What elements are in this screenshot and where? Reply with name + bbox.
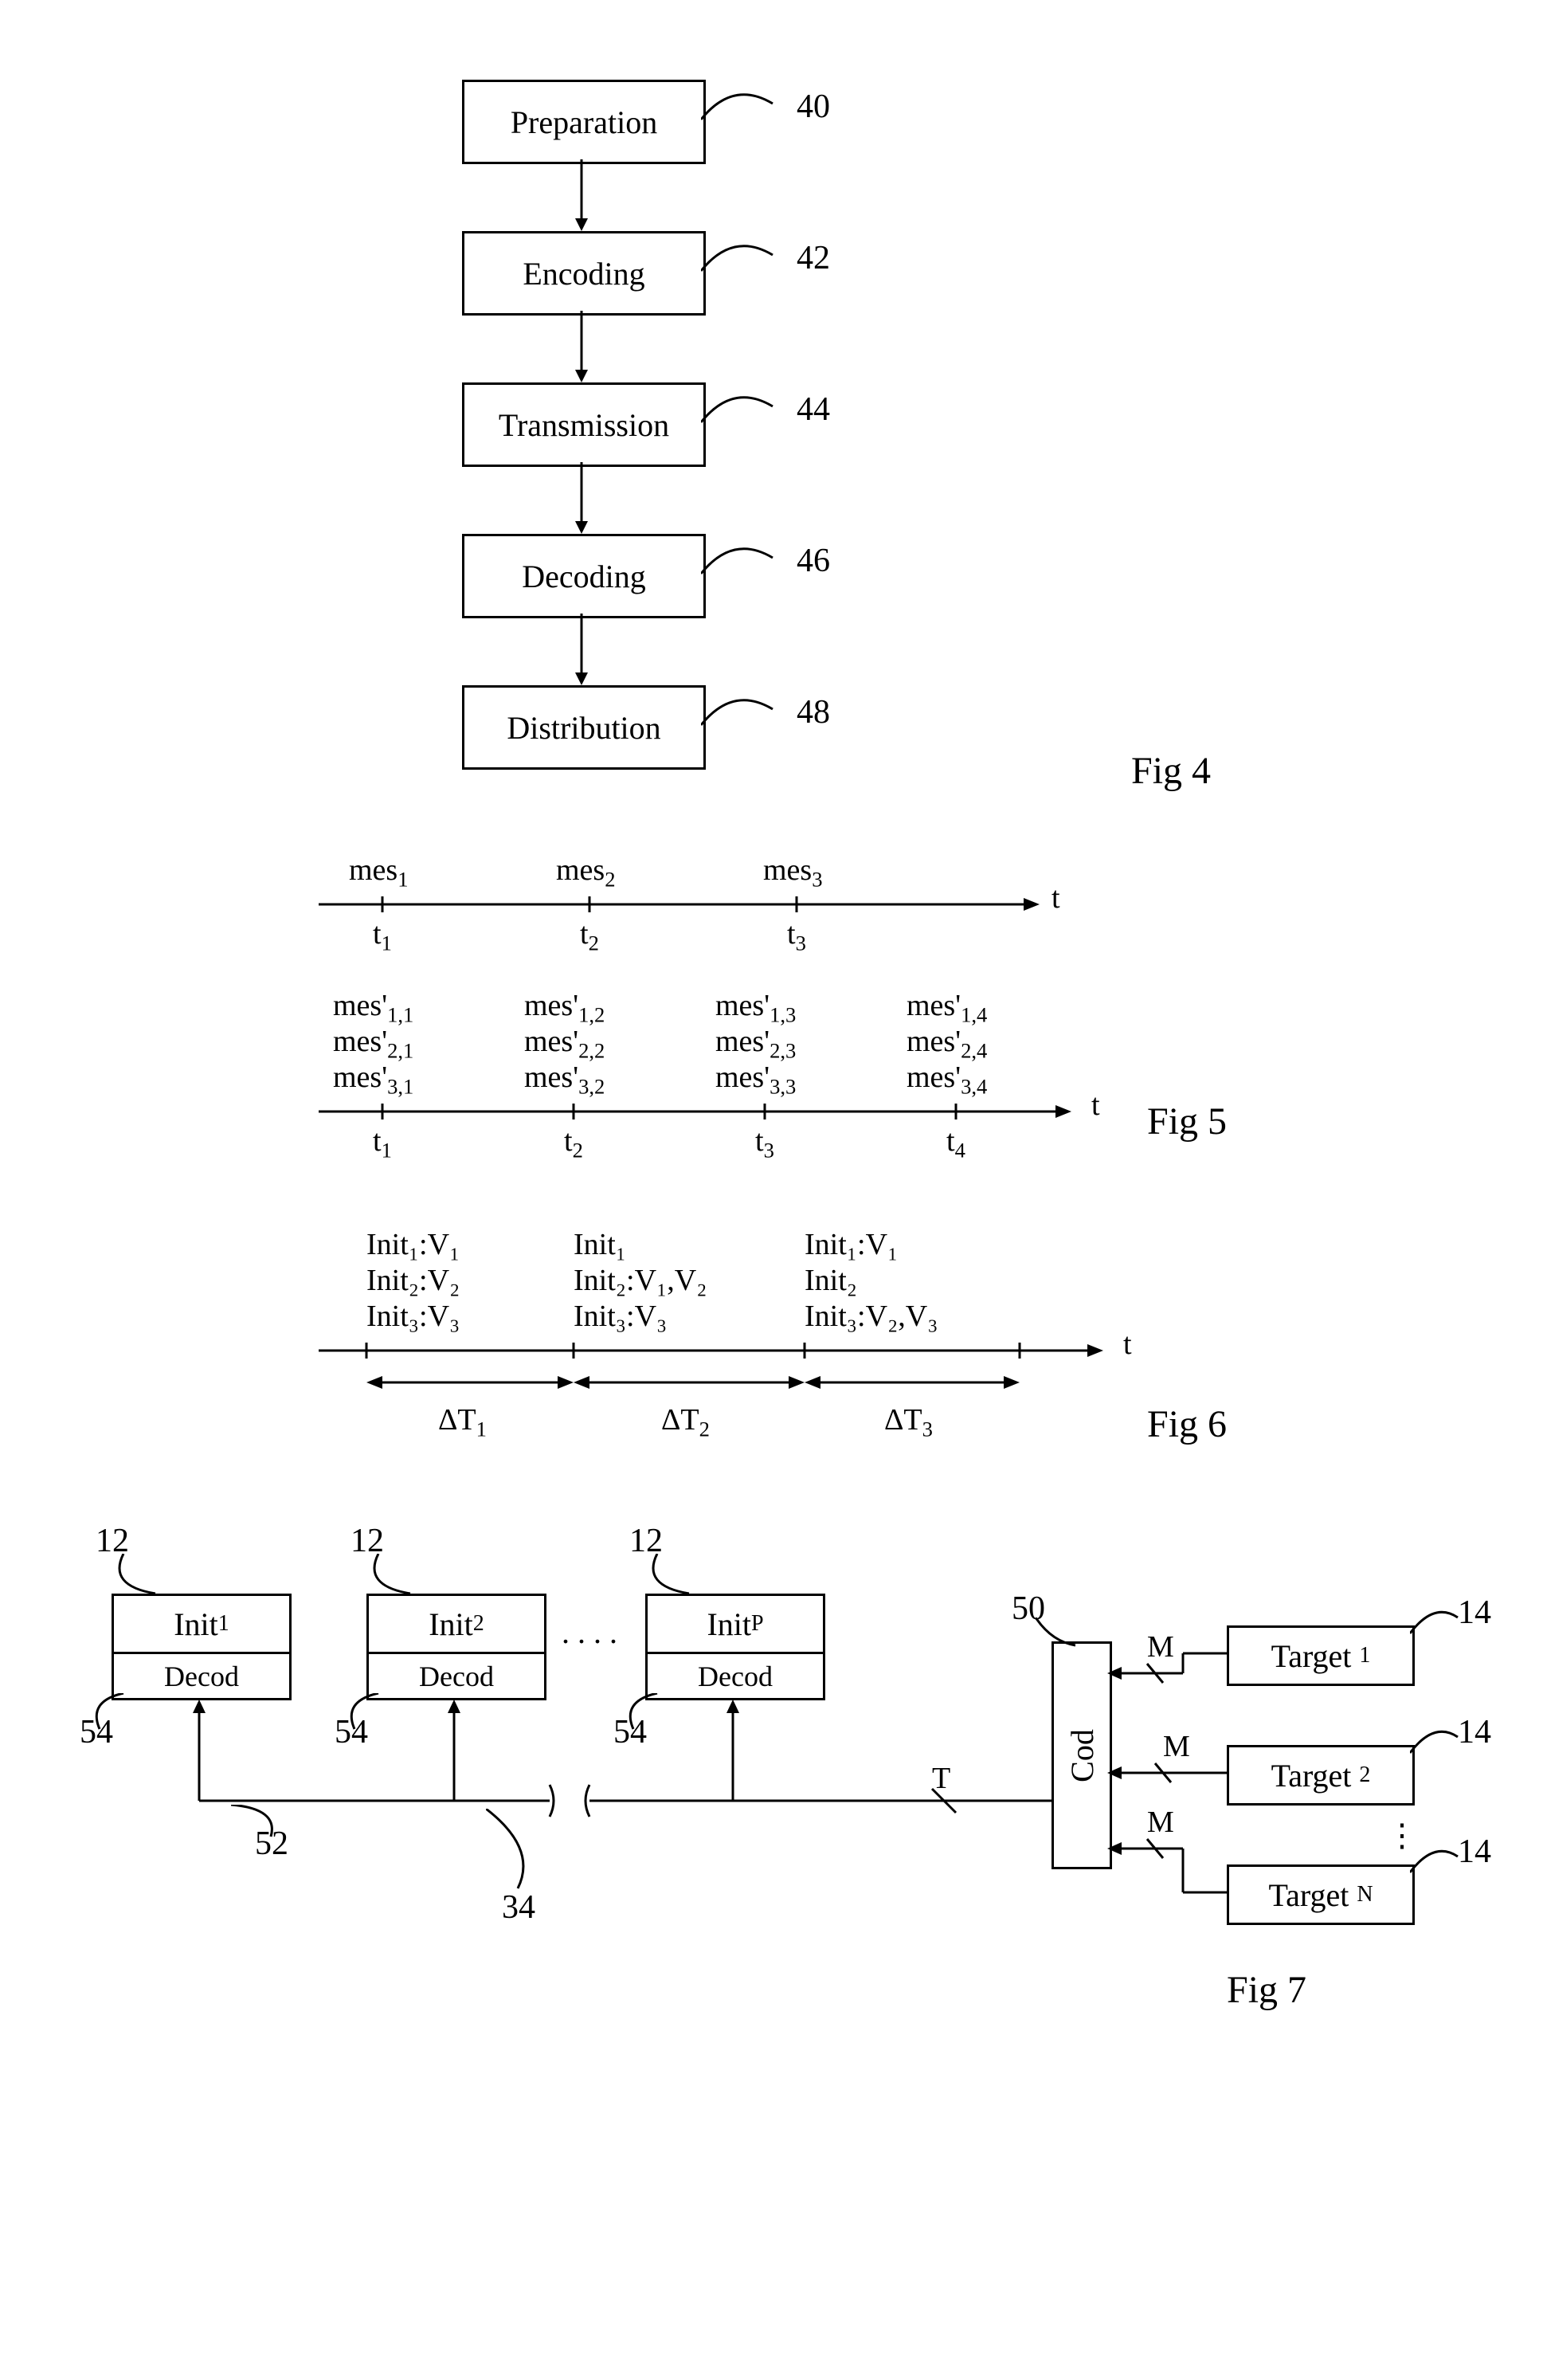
fig5-mes-label: mes1 bbox=[349, 853, 409, 892]
fig5-tick: t3 bbox=[787, 916, 806, 956]
fig7-dots: . . . . bbox=[562, 1613, 617, 1651]
fig4-box-label: Decoding bbox=[522, 558, 646, 595]
fig7-target-box: Target N bbox=[1227, 1864, 1415, 1925]
fig4-arrow bbox=[574, 614, 605, 687]
leader-curve bbox=[116, 1554, 179, 1598]
fig5-axis-label: t bbox=[1052, 880, 1060, 916]
fig5-tick: t2 bbox=[580, 916, 599, 956]
fig5b-tick: t1 bbox=[373, 1123, 392, 1163]
fig4-caption: Fig 4 bbox=[1131, 749, 1211, 793]
fig7-cod-label: Cod bbox=[1063, 1729, 1101, 1782]
fig7-m-label: M bbox=[1147, 1629, 1174, 1664]
leader-curve bbox=[1036, 1617, 1083, 1649]
fig7-init-box: InitP Decod bbox=[645, 1594, 825, 1700]
leader-curve bbox=[701, 239, 797, 287]
fig7-target-box: Target 1 bbox=[1227, 1625, 1415, 1686]
fig6-delta: ΔT2 bbox=[661, 1402, 710, 1442]
fig4-box-label: Encoding bbox=[523, 255, 644, 292]
fig6-delta: ΔT3 bbox=[884, 1402, 933, 1442]
fig5b-tick: t4 bbox=[946, 1123, 965, 1163]
fig5-axis-bottom bbox=[319, 1100, 1083, 1131]
fig7-init-box: Init1 Decod bbox=[112, 1594, 292, 1700]
fig6-cell: Init₃:V₂,V₃ bbox=[805, 1299, 938, 1334]
fig5-mesprime: mes'2,2 bbox=[524, 1024, 605, 1064]
fig5-mesprime: mes'3,4 bbox=[907, 1060, 987, 1100]
fig4-box-distribution: Distribution bbox=[462, 685, 706, 770]
fig7-caption: Fig 7 bbox=[1227, 1968, 1306, 2012]
leader-curve bbox=[701, 542, 797, 590]
fig6-cell: Init₂:V₁,V₂ bbox=[574, 1263, 707, 1298]
leader-curve bbox=[701, 693, 797, 741]
fig7-cod-box: Cod bbox=[1052, 1641, 1112, 1869]
leader-curve bbox=[1410, 1610, 1466, 1641]
fig4-ref: 44 bbox=[797, 390, 830, 429]
fig5-mes-label: mes3 bbox=[763, 853, 823, 892]
fig5b-tick: t3 bbox=[755, 1123, 774, 1163]
fig6-cell: Init₃:V₃ bbox=[366, 1299, 460, 1334]
fig4-box-preparation: Preparation bbox=[462, 80, 706, 164]
fig4-box-label: Transmission bbox=[499, 406, 669, 444]
fig4-arrow bbox=[574, 311, 605, 384]
fig4-ref: 42 bbox=[797, 239, 830, 277]
fig4-ref: 40 bbox=[797, 88, 830, 126]
fig5-axis-label: t bbox=[1091, 1088, 1100, 1123]
leader-curve bbox=[1410, 1729, 1466, 1761]
fig5-mesprime: mes'3,2 bbox=[524, 1060, 605, 1100]
leader-curve bbox=[486, 1809, 542, 1896]
fig5-tick: t1 bbox=[373, 916, 392, 956]
fig6-cell: Init₁:V₁ bbox=[805, 1227, 898, 1262]
fig5-mesprime: mes'1,4 bbox=[907, 988, 987, 1028]
fig6-caption: Fig 6 bbox=[1147, 1402, 1227, 1446]
fig7-target-box: Target 2 bbox=[1227, 1745, 1415, 1806]
fig7-target-lines bbox=[1107, 1641, 1235, 1928]
fig7-init-box: Init2 Decod bbox=[366, 1594, 546, 1700]
fig5-mesprime: mes'3,1 bbox=[333, 1060, 413, 1100]
fig5-caption: Fig 5 bbox=[1147, 1100, 1227, 1143]
fig4-ref: 46 bbox=[797, 542, 830, 580]
fig6-delta: ΔT1 bbox=[438, 1402, 487, 1442]
fig7-break-label: T bbox=[932, 1761, 950, 1796]
fig5-mesprime: mes'2,4 bbox=[907, 1024, 987, 1064]
fig5-mesprime: mes'1,1 bbox=[333, 988, 413, 1028]
fig5b-tick: t2 bbox=[564, 1123, 583, 1163]
fig6-cell: Init₃:V₃ bbox=[574, 1299, 667, 1334]
fig5-mesprime: mes'1,3 bbox=[715, 988, 796, 1028]
fig4-box-decoding: Decoding bbox=[462, 534, 706, 618]
fig4-box-label: Distribution bbox=[507, 709, 660, 747]
fig5-mesprime: mes'2,3 bbox=[715, 1024, 796, 1064]
fig4-box-encoding: Encoding bbox=[462, 231, 706, 316]
fig7-decod-label: Decod bbox=[369, 1652, 544, 1698]
fig5-axis-top bbox=[319, 892, 1052, 924]
fig4-ref: 48 bbox=[797, 693, 830, 731]
leader-curve bbox=[370, 1554, 434, 1598]
leader-curve bbox=[649, 1554, 713, 1598]
fig6-cell: Init₂ bbox=[805, 1263, 857, 1298]
leader-curve bbox=[1410, 1849, 1466, 1880]
leader-curve bbox=[231, 1805, 287, 1845]
fig5-mesprime: mes'1,2 bbox=[524, 988, 605, 1028]
leader-curve bbox=[701, 88, 797, 135]
fig7-decod-label: Decod bbox=[648, 1652, 823, 1698]
fig6-cell: Init₁ bbox=[574, 1227, 626, 1262]
fig7-m-label: M bbox=[1163, 1729, 1190, 1764]
fig5-mes-label: mes2 bbox=[556, 853, 616, 892]
fig6-cell: Init₁:V₁ bbox=[366, 1227, 460, 1262]
fig6-axis-label: t bbox=[1123, 1327, 1132, 1362]
fig6-cell: Init₂:V₂ bbox=[366, 1263, 460, 1298]
fig7-decod-label: Decod bbox=[114, 1652, 289, 1698]
fig5-mesprime: mes'2,1 bbox=[333, 1024, 413, 1064]
fig4-box-transmission: Transmission bbox=[462, 382, 706, 467]
fig7-init-top: InitP bbox=[648, 1596, 823, 1652]
fig4-arrow bbox=[574, 462, 605, 535]
fig5-mesprime: mes'3,3 bbox=[715, 1060, 796, 1100]
fig7-m-label: M bbox=[1147, 1805, 1174, 1840]
fig7-init-top: Init1 bbox=[114, 1596, 289, 1652]
fig7-init-top: Init2 bbox=[369, 1596, 544, 1652]
fig4-arrow bbox=[574, 159, 605, 233]
fig4-box-label: Preparation bbox=[511, 104, 657, 141]
leader-curve bbox=[701, 390, 797, 438]
